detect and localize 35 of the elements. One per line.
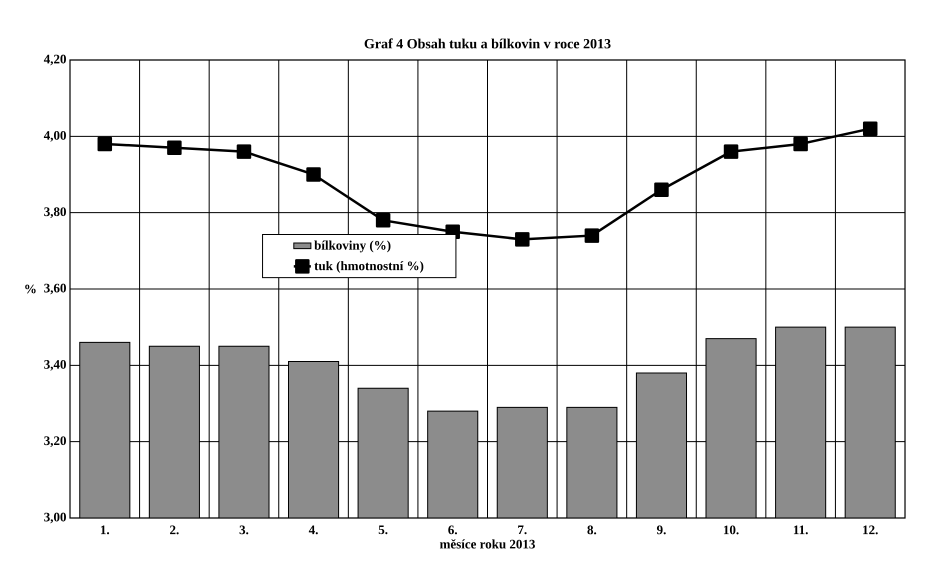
y-tick-label: 3,00 (44, 512, 66, 524)
y-tick-label: 3,80 (44, 207, 66, 218)
x-tick-label: 8. (587, 526, 596, 534)
x-tick-label: 6. (448, 526, 458, 534)
legend-label: bílkoviny (%) (314, 240, 390, 252)
x-tick-label: 10. (724, 526, 739, 534)
y-tick-label: 3,60 (44, 284, 66, 294)
x-tick-label: 5. (378, 526, 388, 534)
point (515, 232, 530, 247)
point (584, 228, 600, 243)
x-tick-label: 9. (656, 526, 666, 534)
x-tick-label: 2. (170, 526, 179, 534)
y-tick-label: 4,00 (44, 131, 66, 142)
x-axis-title: měsíce roku 2013 (440, 539, 535, 549)
y-tick-label: 3,40 (44, 360, 66, 371)
point (236, 144, 252, 159)
y-axis-title: % (25, 284, 36, 294)
x-tick-label: 7. (518, 526, 527, 534)
legend-label: tuk (hmotnostní %) (314, 261, 424, 273)
point (376, 213, 390, 228)
y-tick-label: 4,20 (44, 54, 66, 66)
point (793, 136, 808, 152)
x-tick-label: 12. (863, 526, 878, 534)
point (862, 121, 878, 136)
x-tick-label: 1. (100, 526, 110, 534)
point (98, 136, 112, 152)
x-tick-label: 3. (240, 526, 248, 534)
point (654, 182, 669, 198)
point (724, 144, 738, 159)
x-tick-label: 11. (794, 526, 808, 534)
point (306, 167, 321, 182)
point (167, 140, 182, 156)
chart-title: Graf 4 Obsah tuku a bílkovin v roce 2013 (364, 38, 611, 48)
y-tick-label: 3,20 (44, 436, 66, 447)
x-tick-label: 4. (308, 526, 318, 534)
